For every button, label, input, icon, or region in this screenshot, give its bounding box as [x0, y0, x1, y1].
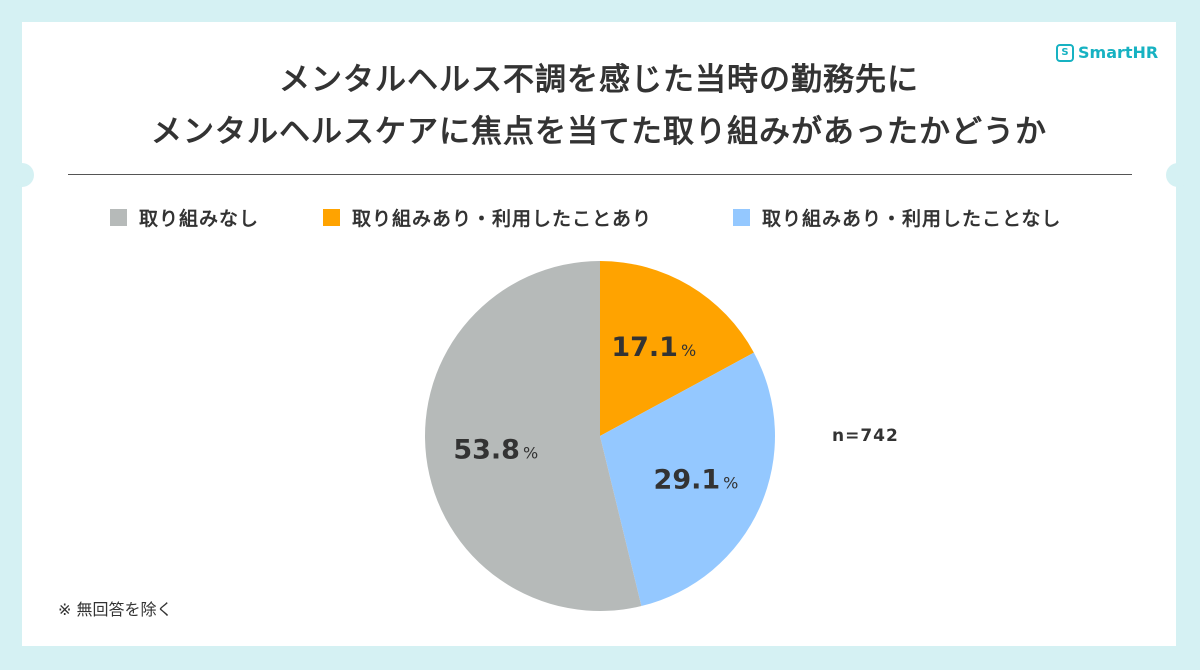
legend-label: 取り組みあり・利用したことあり — [352, 208, 653, 230]
legend-label: 取り組みなし — [139, 208, 260, 230]
legend-swatch — [110, 209, 127, 226]
chart-title-line-2: メンタルヘルスケアに焦点を当てた取り組みがあったかどうか — [151, 114, 1047, 150]
slice-value-label: 29.1% — [654, 465, 739, 496]
legend-item-used: 取り組みあり・利用したことあり — [323, 204, 652, 231]
chart-legend: 取り組みなし 取り組みあり・利用したことあり 取り組みあり・利用したことなし — [0, 204, 1200, 234]
title-divider — [68, 174, 1132, 175]
legend-item-not-used: 取り組みあり・利用したことなし — [733, 204, 1061, 231]
pie-slice-used — [600, 261, 754, 436]
pie-slice-not-used — [600, 352, 775, 607]
legend-label: 取り組みあり・利用したことなし — [762, 208, 1062, 230]
chart-title-line-1: メンタルヘルス不調を感じた当時の勤務先に — [279, 62, 919, 98]
legend-swatch — [323, 209, 340, 226]
legend-item-none: 取り組みなし — [110, 204, 259, 231]
brand-name: SmartHR — [1078, 43, 1159, 62]
card-notch-left — [10, 163, 34, 187]
sample-size-note: n=742 — [832, 426, 899, 446]
pie-slice-none — [425, 261, 642, 611]
footnote: ※ 無回答を除く — [58, 600, 173, 619]
slice-value-label: 53.8% — [453, 435, 538, 466]
legend-swatch — [733, 209, 750, 226]
brand-logo: S SmartHR — [1056, 43, 1158, 62]
slice-value-label: 17.1% — [611, 332, 696, 363]
shield-logo-icon: S — [1056, 43, 1074, 62]
card-notch-right — [1166, 163, 1190, 187]
